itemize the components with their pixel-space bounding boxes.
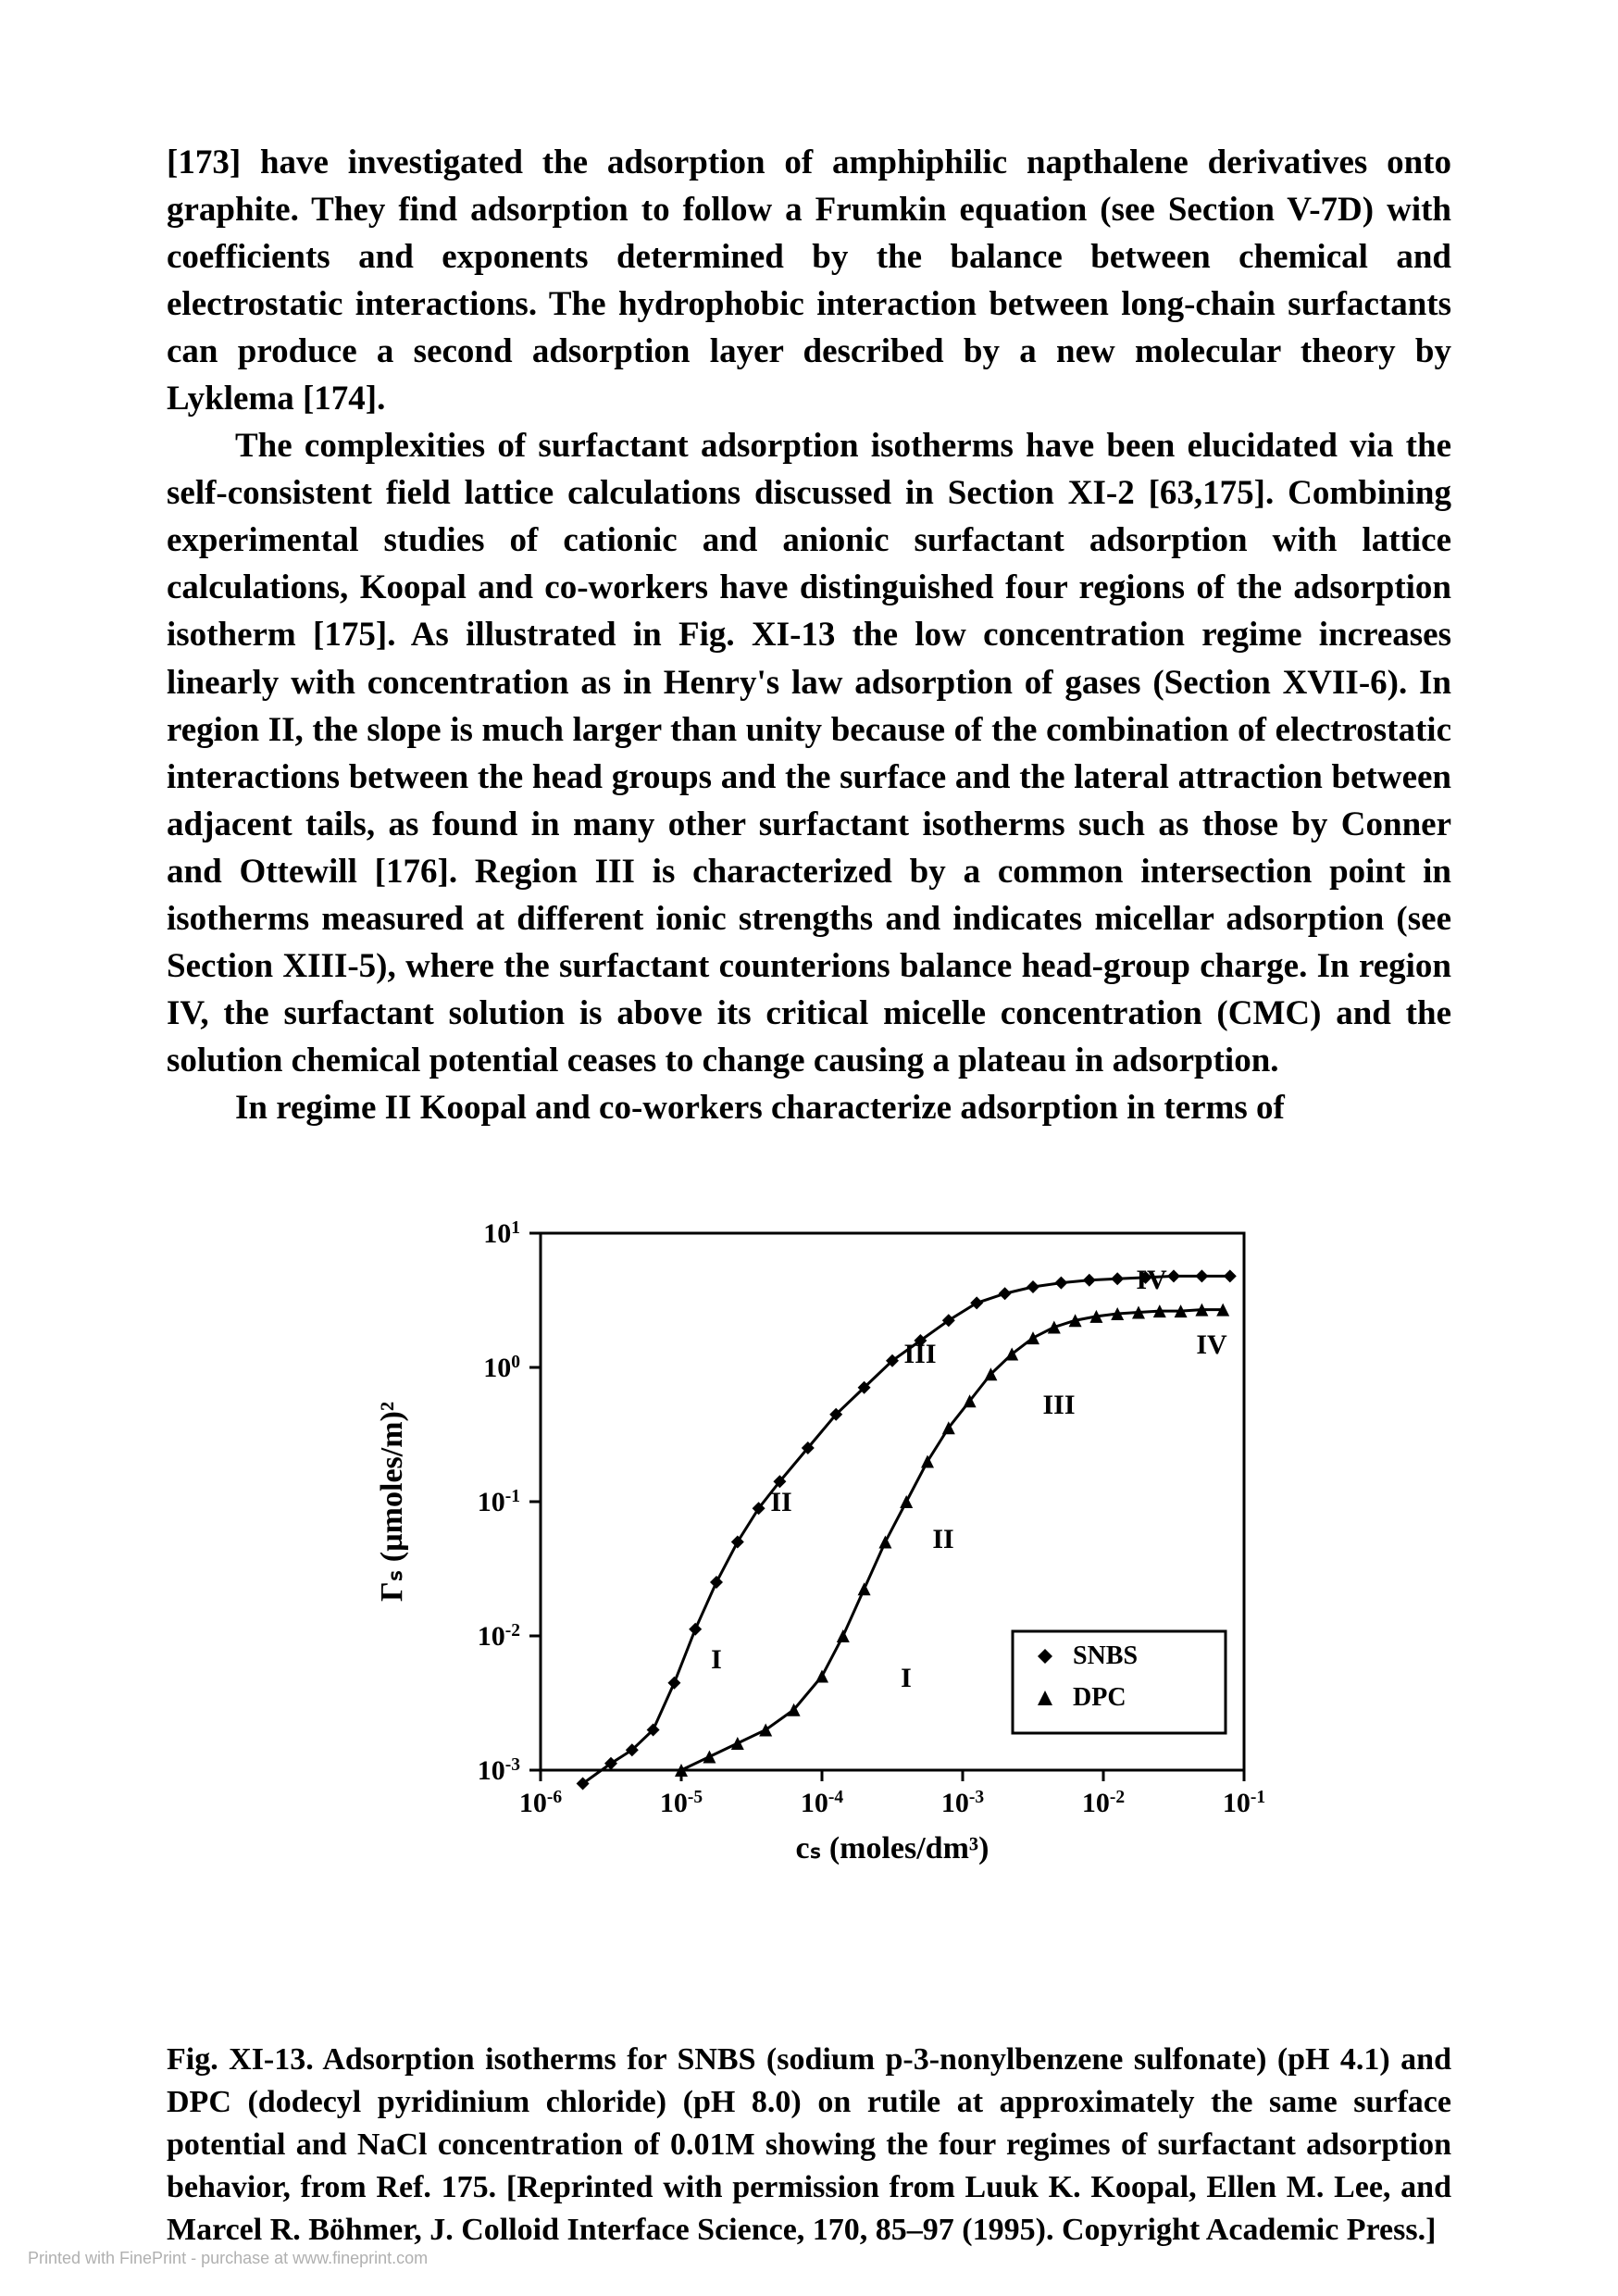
svg-text:I: I <box>711 1644 722 1675</box>
figure-caption: Fig. XI-13. Adsorption isotherms for SNB… <box>167 2039 1451 2251</box>
svg-text:cₛ (moles/dm³): cₛ (moles/dm³) <box>796 1831 989 1866</box>
svg-text:Γₛ (µmoles/m)²: Γₛ (µmoles/m)² <box>375 1402 409 1602</box>
svg-text:II: II <box>770 1487 791 1517</box>
svg-text:10-4: 10-4 <box>801 1787 843 1818</box>
svg-text:III: III <box>1042 1390 1075 1420</box>
svg-text:10-1: 10-1 <box>478 1486 520 1517</box>
svg-text:10-2: 10-2 <box>1082 1787 1125 1818</box>
svg-text:101: 101 <box>483 1217 520 1249</box>
para-2: The complexities of surfactant adsorptio… <box>167 422 1451 1084</box>
svg-text:10-3: 10-3 <box>941 1787 984 1818</box>
svg-text:10-6: 10-6 <box>519 1787 562 1818</box>
para-1: [173] have investigated the adsorption o… <box>167 139 1451 422</box>
svg-text:DPC: DPC <box>1073 1683 1126 1712</box>
caption-label: Fig. XI-13. <box>167 2042 314 2077</box>
body-text: [173] have investigated the adsorption o… <box>167 139 1451 1131</box>
svg-text:IV: IV <box>1136 1265 1167 1295</box>
svg-text:III: III <box>903 1339 936 1369</box>
svg-text:100: 100 <box>483 1352 520 1383</box>
svg-text:10-3: 10-3 <box>478 1754 520 1786</box>
figure-area: 10-6 10-5 10-4 10-3 10-2 10-1 10-3 10-2 10-1 100 1… <box>167 1187 1451 2020</box>
svg-text:10-5: 10-5 <box>660 1787 703 1818</box>
svg-text:IV: IV <box>1196 1329 1227 1360</box>
caption-text: Adsorption isotherms for SNBS (sodium p-… <box>167 2042 1451 2247</box>
svg-text:I: I <box>901 1663 912 1693</box>
footer-fineprint: Printed with FinePrint - purchase at www… <box>28 2249 428 2268</box>
page: [173] have investigated the adsorption o… <box>0 0 1618 2296</box>
svg-text:II: II <box>932 1524 953 1554</box>
svg-text:SNBS: SNBS <box>1073 1641 1138 1670</box>
adsorption-isotherm-chart: 10-6 10-5 10-4 10-3 10-2 10-1 10-3 10-2 10-1 100 1… <box>346 1187 1272 1909</box>
para-3: In regime II Koopal and co-workers chara… <box>167 1084 1451 1131</box>
svg-text:10-1: 10-1 <box>1223 1787 1265 1818</box>
svg-text:10-2: 10-2 <box>478 1620 520 1652</box>
